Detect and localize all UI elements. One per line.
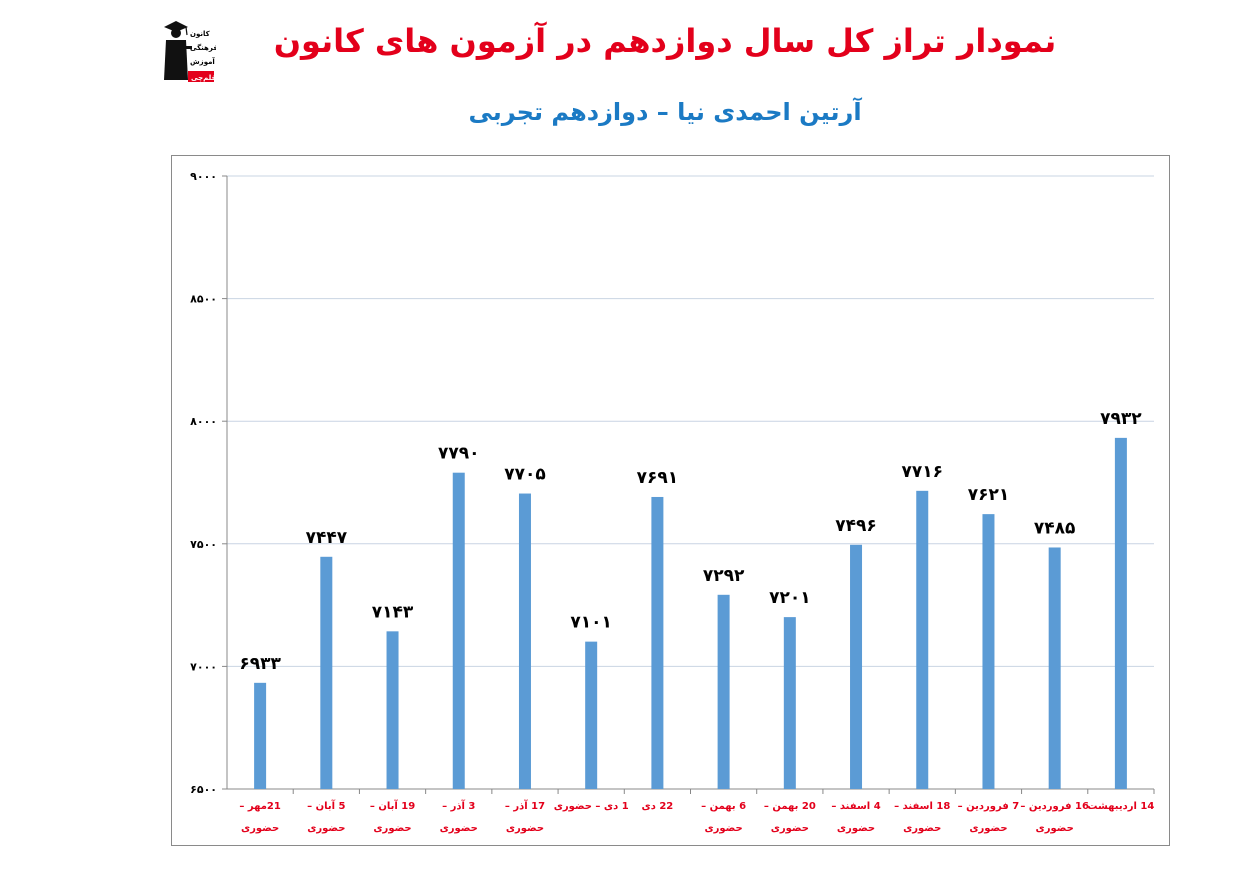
x-tick-label: 7 فروردین – xyxy=(958,801,1020,812)
x-tick-label: حضوری xyxy=(307,823,345,834)
x-tick-label: 4 اسفند – xyxy=(831,801,880,812)
y-tick-label: ۷۵۰۰ xyxy=(190,538,217,551)
kanoon-logo: کانون فرهنگی آموزش قلم‌چی xyxy=(164,21,216,82)
page-title: نمودار تراز کل سال دوازدهم در آزمون های … xyxy=(273,22,1057,60)
data-label: ۷۴۸۵ xyxy=(1034,518,1076,538)
svg-text:کانون: کانون xyxy=(190,30,211,38)
data-label: ۷۲۰۱ xyxy=(769,588,811,608)
x-tick-label: حضوری xyxy=(241,823,279,834)
x-tick-label: 6 بهمن – xyxy=(701,801,746,812)
x-tick-label: 16 فروردین – xyxy=(1020,801,1089,812)
x-tick-label: 19 آبان – xyxy=(370,799,415,812)
y-tick-label: ۷۰۰۰ xyxy=(190,660,217,673)
svg-text:قلم‌چی: قلم‌چی xyxy=(191,74,216,82)
data-label: ۷۱۴۳ xyxy=(372,602,414,622)
x-tick-label: 5 آبان – xyxy=(307,799,345,812)
data-label: ۷۴۴۷ xyxy=(306,528,348,548)
svg-text:آموزش: آموزش xyxy=(190,57,215,66)
data-label: ۷۷۰۵ xyxy=(504,465,546,485)
x-tick-label: 22 دی xyxy=(642,801,674,812)
y-tick-label: ۶۵۰۰ xyxy=(190,783,217,796)
chart-frame: ۶۵۰۰ ۷۰۰۰ ۷۵۰۰ ۸۰۰۰ ۸۵۰۰ ۹۰۰۰ ۶۹۳۳ 21مهر – حضوری… xyxy=(171,155,1170,846)
data-label: ۷۹۳۲ xyxy=(1100,409,1142,429)
page-subtitle: آرتین احمدی نیا – دوازدهم تجربی xyxy=(468,98,862,126)
bar xyxy=(254,682,267,789)
x-tick-label: 1 دی – حضوری xyxy=(554,801,629,812)
bar xyxy=(783,617,796,789)
bar xyxy=(386,631,399,789)
x-tick-label: 21مهر – xyxy=(239,801,280,812)
y-tick-label: ۹۰۰۰ xyxy=(190,170,217,183)
data-label: ۷۷۹۰ xyxy=(438,444,480,464)
x-tick-label: 17 آذر – xyxy=(505,799,545,812)
data-label: ۷۴۹۶ xyxy=(835,516,877,536)
x-tick-label: 14 اردیبهشت xyxy=(1087,801,1154,812)
graduate-icon xyxy=(164,21,192,80)
x-tick-label: 20 بهمن – xyxy=(764,801,816,812)
bar xyxy=(585,641,598,789)
data-label: ۷۶۲۱ xyxy=(968,485,1010,505)
bar xyxy=(651,496,664,789)
data-label: ۷۶۹۱ xyxy=(637,468,679,488)
bar xyxy=(1048,547,1061,789)
bar xyxy=(982,514,995,789)
y-tick-label: ۸۰۰۰ xyxy=(190,415,217,428)
x-tick-label: حضوری xyxy=(837,823,875,834)
x-tick-label: 3 آذر – xyxy=(442,799,475,812)
x-tick-label: حضوری xyxy=(771,823,809,834)
data-label: ۷۷۱۶ xyxy=(901,462,943,482)
x-tick-label: حضوری xyxy=(506,823,544,834)
x-tick-label: حضوری xyxy=(969,823,1007,834)
y-tick-label: ۸۵۰۰ xyxy=(190,293,217,306)
x-tick-label: حضوری xyxy=(373,823,411,834)
x-tick-label: 18 اسفند – xyxy=(894,801,950,812)
x-tick-label: حضوری xyxy=(1036,823,1074,834)
bar-chart: ۶۵۰۰ ۷۰۰۰ ۷۵۰۰ ۸۰۰۰ ۸۵۰۰ ۹۰۰۰ ۶۹۳۳ 21مهر – حضوری… xyxy=(190,170,1155,834)
data-label: ۶۹۳۳ xyxy=(239,654,281,674)
x-tick-label: حضوری xyxy=(704,823,742,834)
data-label: ۷۱۰۱ xyxy=(570,613,612,633)
bar xyxy=(717,594,730,789)
bar xyxy=(518,493,531,789)
bar xyxy=(452,472,465,789)
bar xyxy=(1114,437,1127,789)
x-tick-label: حضوری xyxy=(440,823,478,834)
bar xyxy=(320,556,333,789)
svg-text:فرهنگی: فرهنگی xyxy=(190,43,216,52)
x-tick-label: حضوری xyxy=(903,823,941,834)
data-label: ۷۲۹۲ xyxy=(703,566,745,586)
bar xyxy=(916,490,929,789)
bar xyxy=(850,544,863,789)
